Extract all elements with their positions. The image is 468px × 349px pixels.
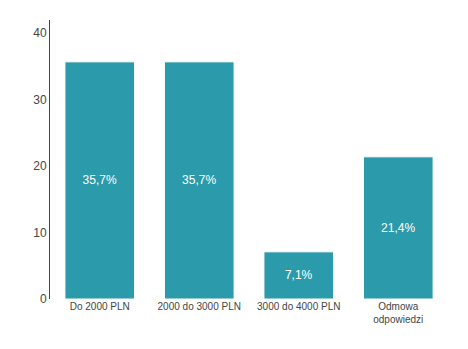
svg-text:21,4%: 21,4% [381,221,415,235]
svg-text:35,7%: 35,7% [83,173,117,187]
svg-text:Odmowaodpowiedzi: Odmowaodpowiedzi [373,301,423,325]
svg-text:3000 do 4000 PLN: 3000 do 4000 PLN [257,301,340,312]
svg-text:35,7%: 35,7% [182,173,216,187]
svg-text:Do 2000 PLN: Do 2000 PLN [70,301,130,312]
svg-text:20: 20 [33,159,47,173]
svg-text:2000 do 3000 PLN: 2000 do 3000 PLN [158,301,241,312]
svg-text:0: 0 [40,292,47,306]
svg-text:30: 30 [33,93,47,107]
svg-text:7,1%: 7,1% [285,268,313,282]
svg-text:10: 10 [33,226,47,240]
svg-text:40: 40 [33,26,47,40]
